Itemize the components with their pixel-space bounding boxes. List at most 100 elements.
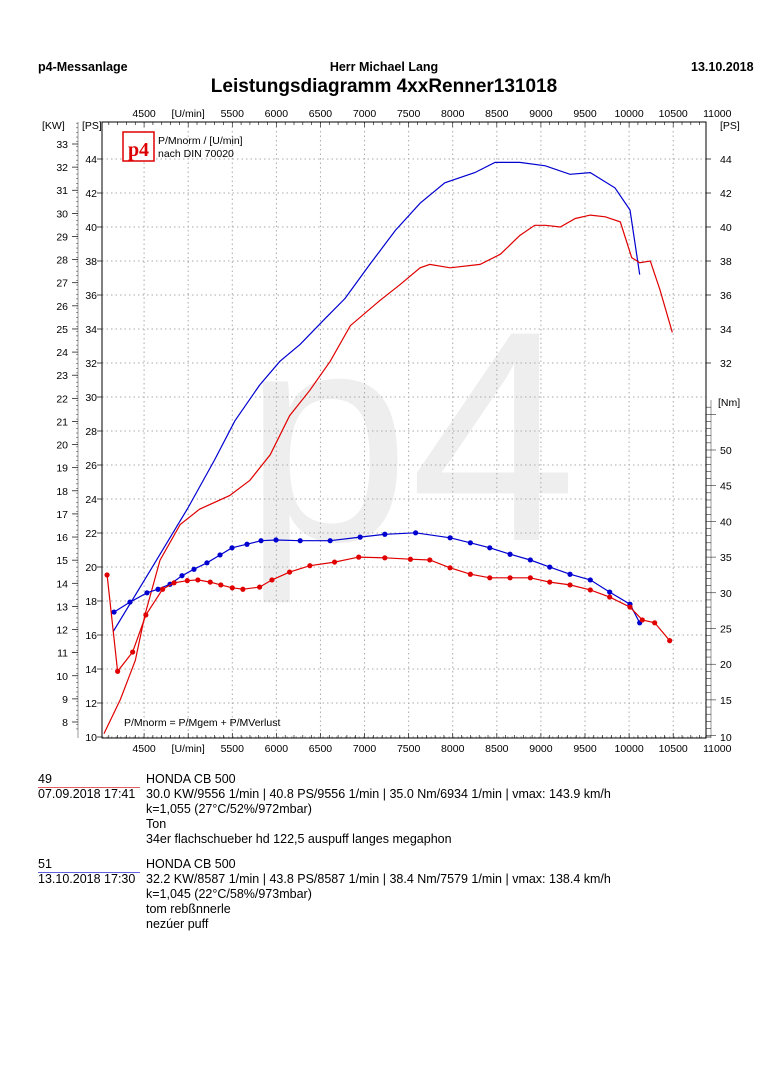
- nm-tick-label: 40: [720, 516, 732, 528]
- kw-tick-label: 10: [56, 671, 68, 683]
- series-line-3: [106, 556, 671, 673]
- data-point: [413, 530, 419, 536]
- x-tick-label-bottom: 7000: [353, 743, 377, 755]
- kw-tick-label: 33: [56, 139, 68, 151]
- x-tick-label-top: 10500: [659, 108, 688, 120]
- x-tick-label-bottom: 9000: [529, 743, 553, 755]
- data-point: [240, 586, 246, 592]
- ps-right-tick-label: 44: [720, 154, 732, 166]
- data-point: [487, 545, 493, 551]
- ps-tick-label: 38: [85, 256, 97, 268]
- data-point: [652, 620, 658, 626]
- data-point: [507, 551, 513, 557]
- nm-tick-label: 45: [720, 481, 732, 493]
- nm-tick-label: 25: [720, 624, 732, 636]
- watermark: p4: [243, 268, 577, 606]
- ps-tick-label: 10: [85, 732, 97, 744]
- data-point: [144, 590, 150, 596]
- x-tick-label-top: 8500: [485, 108, 509, 120]
- data-point: [447, 535, 453, 541]
- series-line-1: [103, 214, 673, 734]
- kw-tick-label: 12: [56, 625, 68, 637]
- kw-tick-label: 32: [56, 162, 68, 174]
- run-note: Ton: [146, 817, 167, 831]
- ps-tick-label: 30: [85, 392, 97, 404]
- station-name: p4-Messanlage: [38, 60, 128, 74]
- data-point: [356, 554, 362, 560]
- ps-tick-label: 22: [85, 528, 97, 540]
- ps-tick-label: 34: [85, 324, 97, 336]
- data-point: [327, 538, 333, 544]
- ps-right-axis-label: [PS]: [720, 120, 740, 132]
- data-point: [547, 579, 553, 585]
- kw-tick-label: 30: [56, 208, 68, 220]
- data-point: [244, 541, 250, 547]
- plot-frame: [101, 121, 707, 739]
- data-point: [104, 572, 110, 578]
- kw-tick-label: 20: [56, 440, 68, 452]
- data-point: [567, 571, 573, 577]
- data-point: [179, 573, 185, 579]
- run-summary: 32.2 KW/8587 1/min | 43.8 PS/8587 1/min …: [146, 872, 611, 886]
- ps-tick-label: 36: [85, 290, 97, 302]
- data-point: [258, 538, 264, 544]
- x-tick-label-top: 4500: [132, 108, 156, 120]
- ps-tick-label: 24: [85, 494, 97, 506]
- data-point: [130, 649, 136, 655]
- grid: [102, 122, 706, 738]
- run-note: nezúer puff: [146, 917, 209, 931]
- data-point: [447, 565, 453, 571]
- nm-tick-label: 50: [720, 445, 732, 457]
- kw-tick-label: 14: [56, 578, 68, 590]
- x-tick-label-top: 8000: [441, 108, 465, 120]
- kw-tick-label: 26: [56, 301, 68, 313]
- ps-tick-label: 14: [85, 664, 97, 676]
- series-line-0: [112, 161, 641, 632]
- data-point: [204, 560, 210, 566]
- kw-tick-label: 25: [56, 324, 68, 336]
- kw-tick-label: 21: [56, 416, 68, 428]
- run-summary: 30.0 KW/9556 1/min | 40.8 PS/9556 1/min …: [146, 787, 611, 801]
- data-point: [467, 540, 473, 546]
- data-point: [229, 545, 235, 551]
- data-point: [257, 584, 263, 590]
- data-point: [667, 638, 673, 644]
- data-point: [607, 589, 613, 595]
- data-point: [286, 569, 293, 575]
- x-tick-label-top: 7000: [353, 108, 377, 120]
- data-point: [331, 559, 338, 565]
- data-point: [269, 577, 275, 583]
- data-point: [607, 594, 613, 600]
- data-point: [191, 566, 197, 572]
- nm-tick-label: 20: [720, 659, 732, 671]
- legend-line2: nach DIN 70020: [158, 148, 234, 160]
- data-point: [115, 668, 121, 674]
- kw-tick-label: 13: [56, 601, 68, 613]
- x-tick-label-bottom: 9500: [573, 743, 597, 755]
- x-tick-label-bottom: 5500: [221, 743, 245, 755]
- ps-tick-label: 28: [85, 426, 97, 438]
- data-point: [357, 534, 363, 540]
- data-point: [184, 578, 190, 584]
- ps-tick-label: 44: [85, 154, 97, 166]
- legend-box: p4 P/Mnorm / [U/min] nach DIN 70020: [122, 131, 243, 162]
- data-point: [467, 571, 473, 577]
- x-tick-label-top: 6500: [309, 108, 333, 120]
- run-number: 49: [38, 772, 140, 788]
- kw-tick-label: 18: [56, 486, 68, 498]
- kw-axis-label: [KW]: [42, 120, 65, 132]
- run-vehicle: HONDA CB 500: [146, 772, 236, 786]
- ps-tick-label: 12: [85, 698, 97, 710]
- ps-tick-label: 18: [85, 596, 97, 608]
- x-tick-label-bottom: 8500: [485, 743, 509, 755]
- data-point: [382, 531, 388, 537]
- data-point: [127, 599, 133, 605]
- kw-tick-label: 24: [56, 347, 68, 359]
- run-note: tom rebßnnerle: [146, 902, 231, 916]
- data-point: [527, 557, 533, 563]
- data-point: [217, 552, 223, 558]
- data-point: [207, 579, 213, 585]
- series: [103, 161, 673, 734]
- data-point: [143, 612, 149, 618]
